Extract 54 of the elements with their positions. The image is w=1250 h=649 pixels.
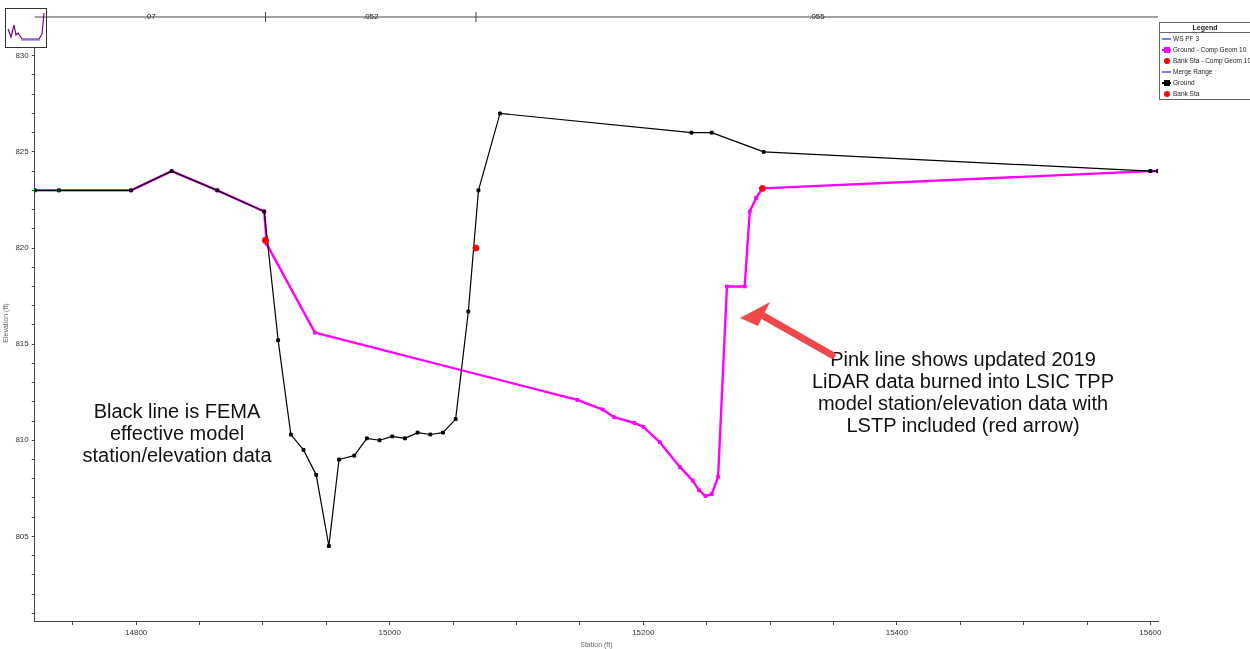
x-tick-label: 15400 <box>885 628 909 637</box>
point <box>689 130 694 135</box>
point <box>314 472 319 477</box>
point <box>428 432 433 437</box>
point <box>697 488 701 493</box>
point <box>678 465 682 470</box>
point <box>716 474 720 479</box>
point <box>690 478 695 483</box>
point <box>703 494 708 498</box>
x-tick-label: 15200 <box>632 628 655 637</box>
point <box>761 149 766 154</box>
point <box>415 430 420 435</box>
point <box>476 188 481 193</box>
text: .055 <box>809 12 826 22</box>
point <box>276 338 281 343</box>
point <box>403 436 407 441</box>
point <box>612 415 617 420</box>
point <box>575 397 580 402</box>
point <box>747 209 752 214</box>
point <box>313 330 317 335</box>
annotation: Black line is FEMA effective model station/elevation data <box>82 399 273 466</box>
point <box>390 434 395 439</box>
point <box>337 457 341 462</box>
y-tick-label: 830 <box>15 50 30 60</box>
y-tick-label: 810 <box>15 435 30 445</box>
point <box>709 130 714 135</box>
point <box>326 544 331 548</box>
point <box>364 436 369 441</box>
point <box>632 421 637 425</box>
point <box>441 430 445 435</box>
x-tick-label: 15600 <box>1139 628 1163 637</box>
y-tick-label: 815 <box>15 339 30 349</box>
x-tick-label: 15000 <box>378 628 402 637</box>
point <box>453 417 458 422</box>
point <box>288 432 293 437</box>
point <box>377 438 382 443</box>
point <box>641 424 646 429</box>
y-tick-label: 825 <box>15 147 30 157</box>
point <box>301 447 306 452</box>
point <box>466 309 471 314</box>
point <box>725 284 729 289</box>
y-tick-label: 805 <box>15 531 30 541</box>
point <box>472 244 480 252</box>
point <box>709 492 714 497</box>
point <box>600 407 605 412</box>
point <box>742 284 747 289</box>
point <box>657 440 662 445</box>
text: .07 <box>144 12 157 22</box>
point <box>498 111 502 116</box>
point <box>352 453 357 458</box>
x-tick-label: 14800 <box>125 628 148 637</box>
text: .052 <box>362 12 380 22</box>
y-tick-label: 820 <box>15 243 30 253</box>
point <box>754 196 759 200</box>
